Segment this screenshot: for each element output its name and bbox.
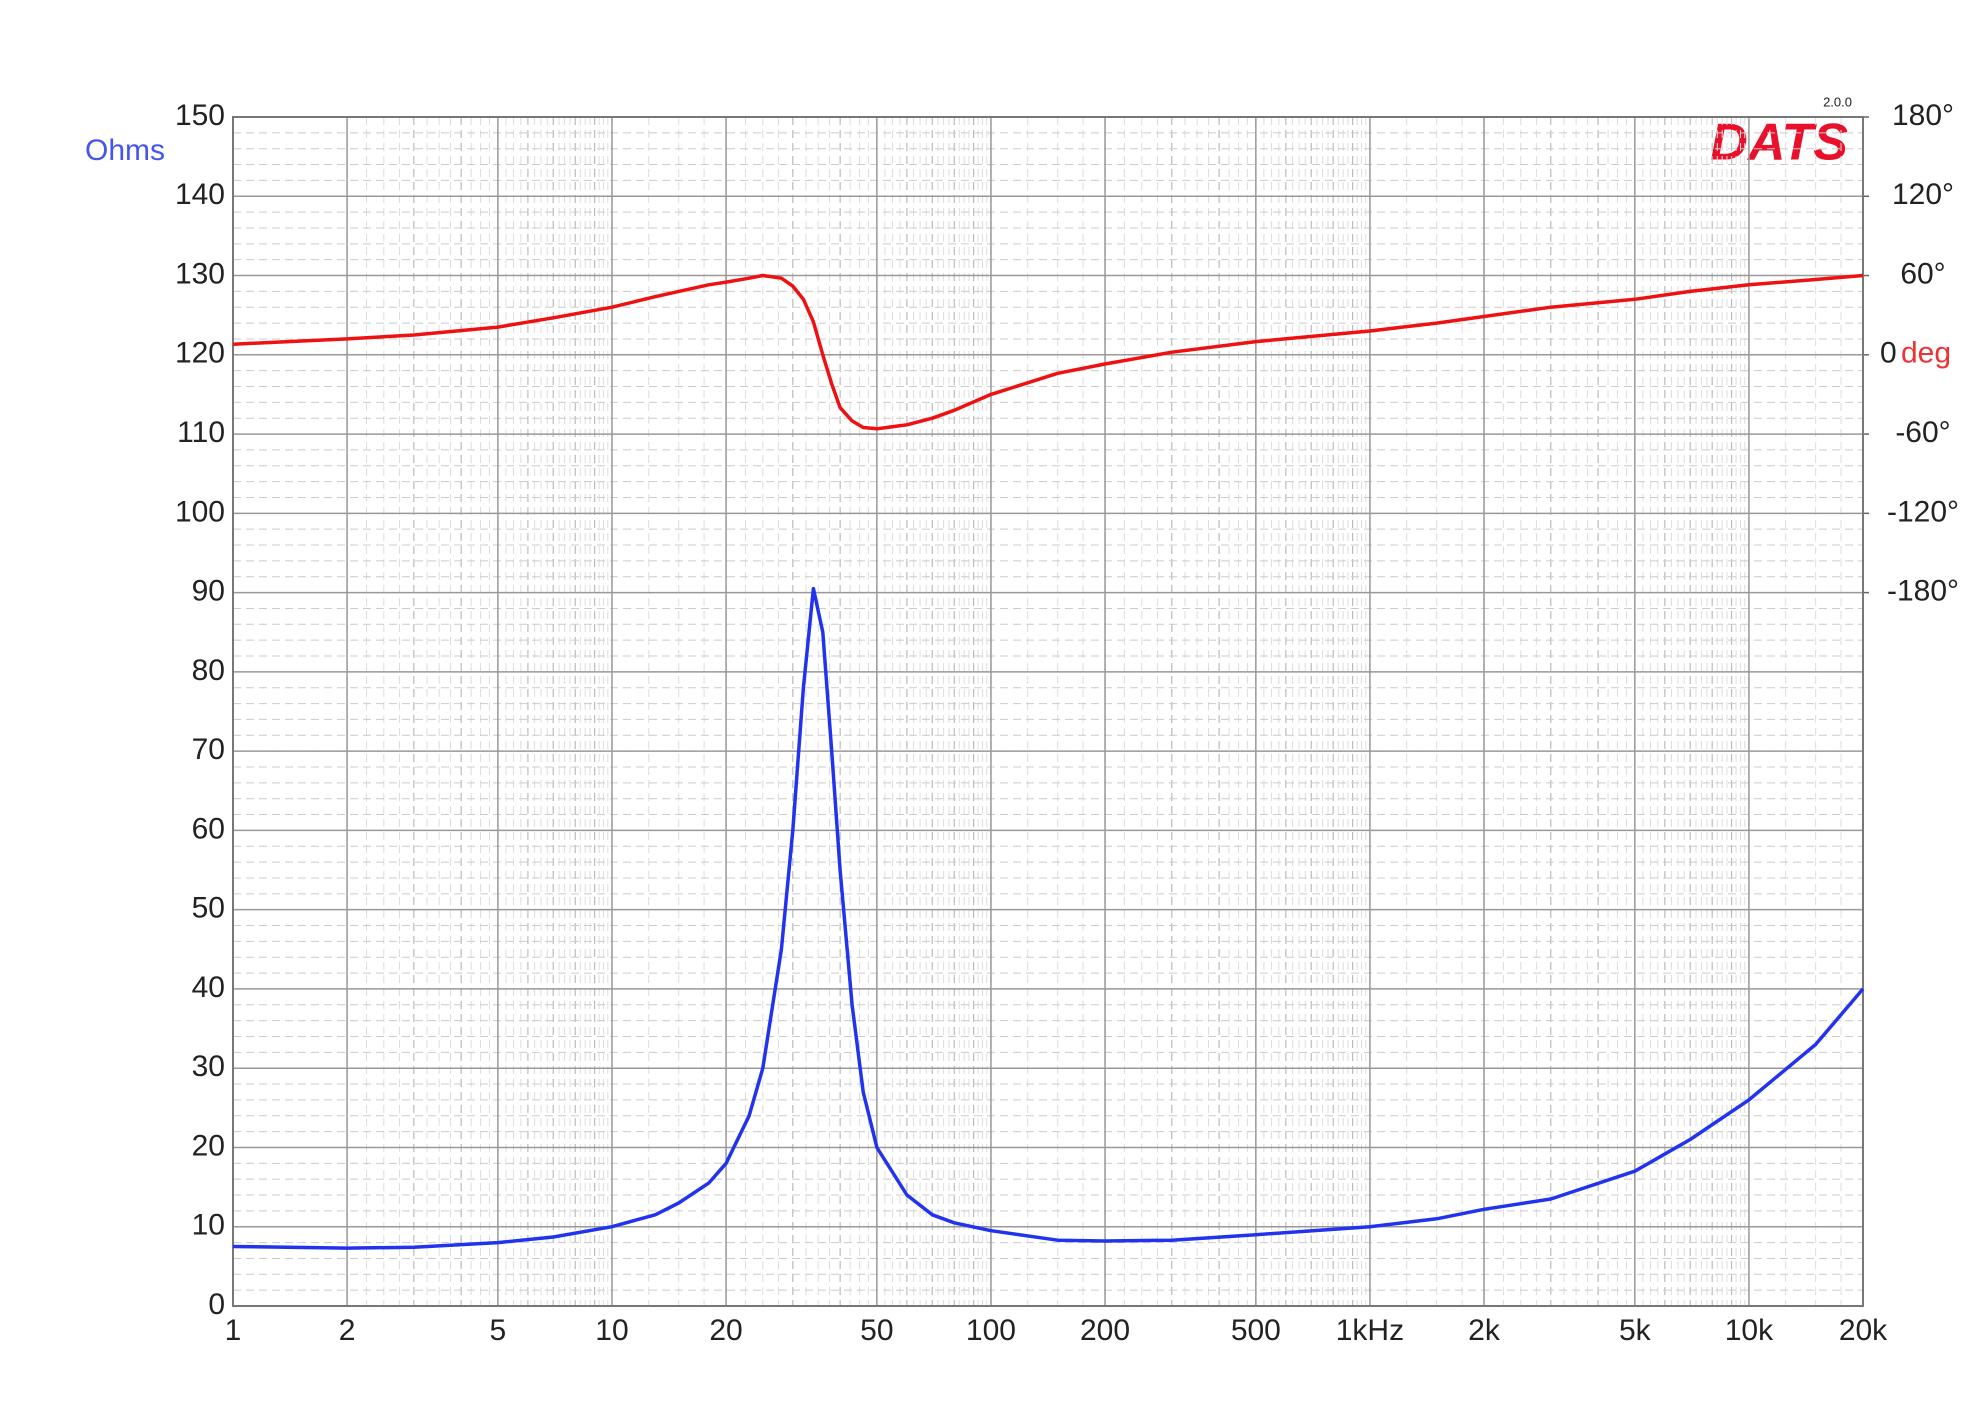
x-tick-label: 10k — [1725, 1314, 1774, 1347]
y-tick-label: 60 — [192, 812, 225, 845]
y-tick-label: 40 — [192, 971, 225, 1004]
data-line — [232, 273, 1864, 431]
y-tick-label: 100 — [175, 495, 225, 528]
y2-tick-label: 180° — [1892, 99, 1954, 132]
y-tick-label: 30 — [192, 1050, 225, 1083]
y-tick-label: 130 — [175, 257, 225, 290]
x-tick-label: 20 — [709, 1314, 742, 1347]
x-tick-label: 5 — [490, 1314, 507, 1347]
y2-tick-label: 0 — [1880, 337, 1897, 370]
chart-title: DATS — [1710, 114, 1848, 172]
x-tick-label: 1 — [225, 1314, 242, 1347]
x-tick-label: 500 — [1231, 1314, 1281, 1347]
x-tick-label: 2 — [339, 1314, 356, 1347]
x-tick-label: 1kHz — [1336, 1314, 1404, 1347]
x-tick-label: 50 — [860, 1314, 893, 1347]
x-tick-label: 5k — [1619, 1314, 1652, 1347]
y-tick-label: 150 — [175, 99, 225, 132]
y2-axis-label: deg — [1901, 337, 1951, 370]
y-tick-label: 90 — [192, 575, 225, 608]
y-tick-label: 50 — [192, 892, 225, 925]
y-tick-label: 80 — [192, 654, 225, 687]
y-tick-label: 0 — [208, 1288, 225, 1321]
x-tick-label: 20k — [1839, 1314, 1888, 1347]
plot-frame — [232, 116, 1864, 1307]
y-tick-label: 140 — [175, 178, 225, 211]
x-tick-label: 200 — [1080, 1314, 1130, 1347]
y-axis-label: Ohms — [85, 134, 165, 167]
x-tick-label: 2k — [1468, 1314, 1501, 1347]
y-tick-label: 110 — [177, 416, 225, 449]
y2-tick-label: -180° — [1887, 575, 1959, 608]
data-line — [232, 586, 1865, 1250]
y-tick-label: 70 — [192, 733, 225, 766]
y-tick-label: 10 — [192, 1209, 225, 1242]
y2-tick-label: 60° — [1900, 257, 1945, 290]
y-tick-label: 120 — [175, 337, 225, 370]
x-tick-label: 10 — [595, 1314, 628, 1347]
version: 2.0.0 — [1823, 94, 1852, 109]
y2-tick-label: 120° — [1892, 178, 1954, 211]
y2-tick-label: -120° — [1887, 495, 1959, 528]
y2-tick-label: -60° — [1895, 416, 1950, 449]
x-tick-label: 100 — [966, 1314, 1016, 1347]
y-tick-label: 20 — [192, 1129, 225, 1162]
